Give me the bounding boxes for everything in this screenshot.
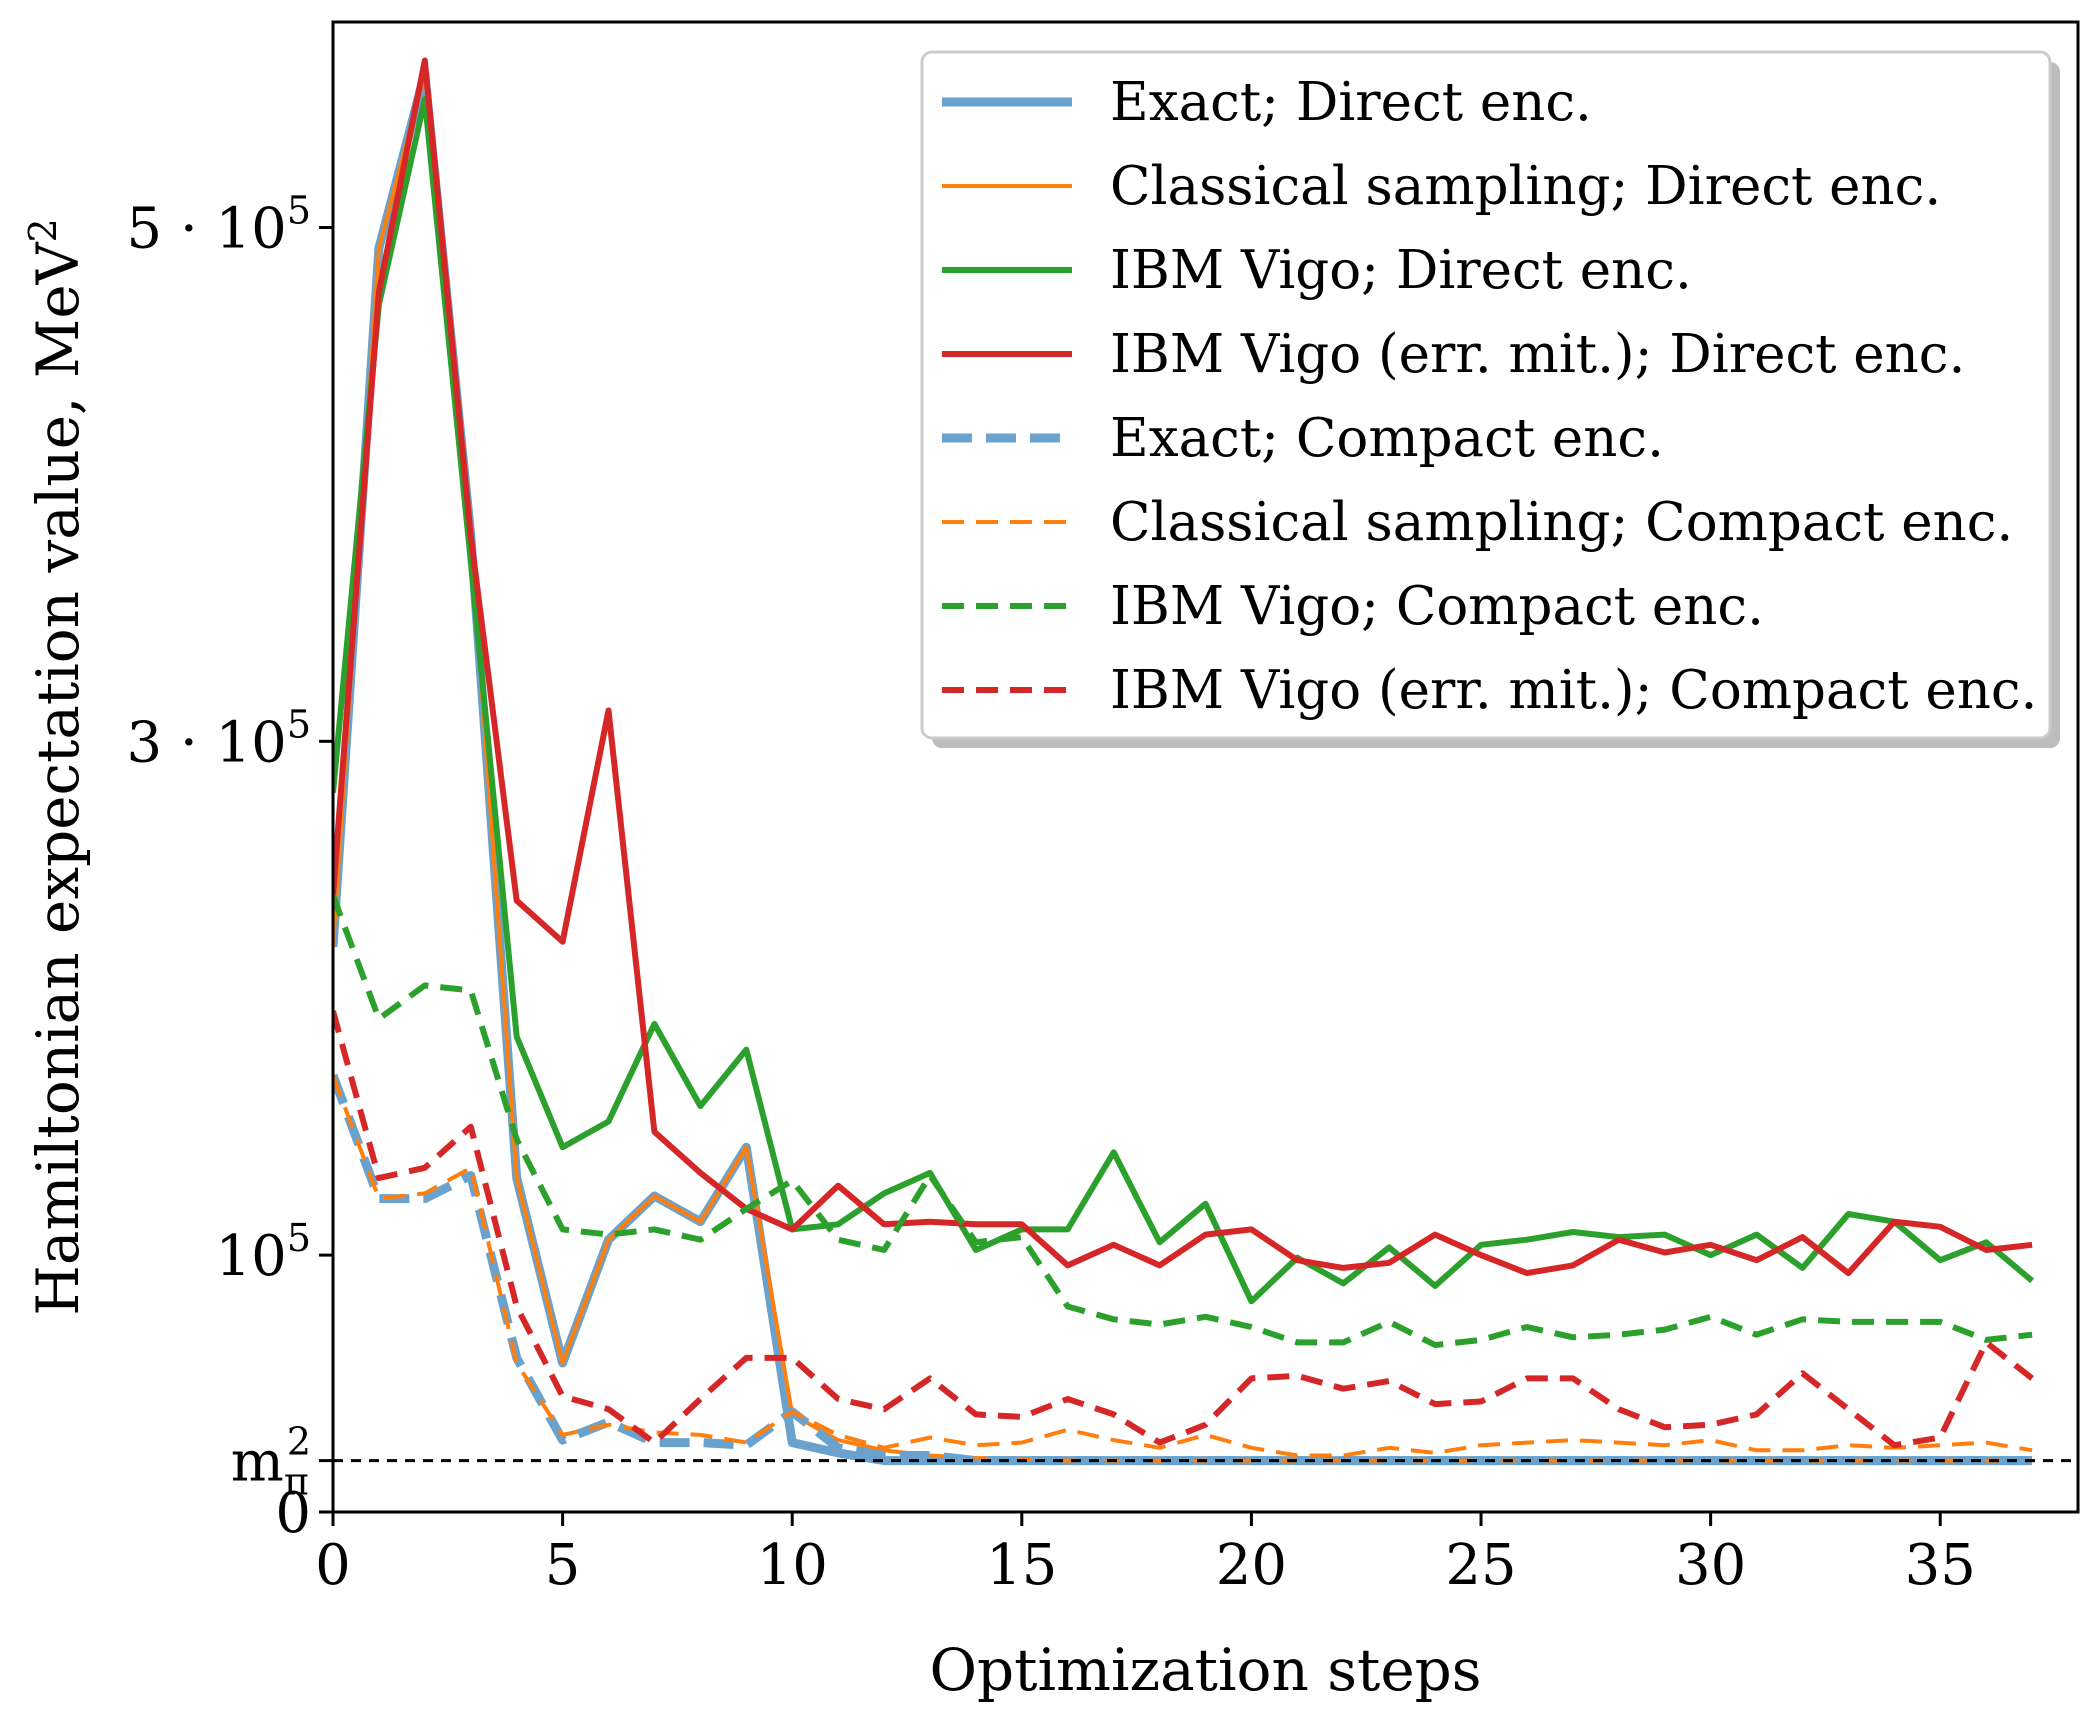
x-tick-label: 30 xyxy=(1675,1533,1746,1598)
x-tick-label: 5 xyxy=(545,1533,581,1598)
y-tick-label: 5 · 105 xyxy=(127,189,311,262)
legend-entry-6: IBM Vigo; Compact enc. xyxy=(1110,576,1764,637)
series-line-6 xyxy=(333,894,2033,1348)
x-tick-label: 35 xyxy=(1905,1533,1976,1598)
y-tick-label: 105 xyxy=(216,1216,311,1289)
x-tick-label: 25 xyxy=(1445,1533,1516,1598)
legend-entry-4: Exact; Compact enc. xyxy=(1110,408,1664,469)
x-tick-label: 20 xyxy=(1216,1533,1287,1598)
legend-entry-0: Exact; Direct enc. xyxy=(1110,72,1592,133)
series-line-7 xyxy=(333,1010,2034,1449)
legend-box xyxy=(920,50,2052,740)
y-axis-label-text: Hamiltonian expectation value, MeV xyxy=(24,241,92,1315)
y-axis-label-superscript: 2 xyxy=(21,218,65,242)
x-ticks: 0 5 10 15 20 25 30 35 xyxy=(315,1512,1976,1598)
legend-entry-7: IBM Vigo (err. mit.); Compact enc. xyxy=(1110,660,2037,721)
legend-entry-1: Classical sampling; Direct enc. xyxy=(1110,156,1941,217)
x-axis-label: Optimization steps xyxy=(929,1636,1481,1704)
legend-entry-5: Classical sampling; Compact enc. xyxy=(1110,492,2013,553)
x-tick-label: 0 xyxy=(315,1533,351,1598)
legend-entry-2: IBM Vigo; Direct enc. xyxy=(1110,240,1692,301)
legend: Exact; Direct enc. Classical sampling; Di… xyxy=(920,50,2060,748)
y-tick-label: 0 xyxy=(275,1481,311,1546)
x-tick-label: 15 xyxy=(986,1533,1057,1598)
legend-entry-3: IBM Vigo (err. mit.); Direct enc. xyxy=(1110,324,1965,385)
y-axis-label: Hamiltonian expectation value, MeV2 xyxy=(21,218,92,1315)
axes-frame xyxy=(331,20,2080,1514)
y-tick-label: 3 · 105 xyxy=(127,702,311,775)
series-line-3 xyxy=(333,57,2033,1277)
x-tick-label: 10 xyxy=(757,1533,828,1598)
series-line-5 xyxy=(333,1074,2033,1458)
series-line-2 xyxy=(333,96,2035,1305)
y-tick-label: mπ2 xyxy=(231,1420,311,1504)
